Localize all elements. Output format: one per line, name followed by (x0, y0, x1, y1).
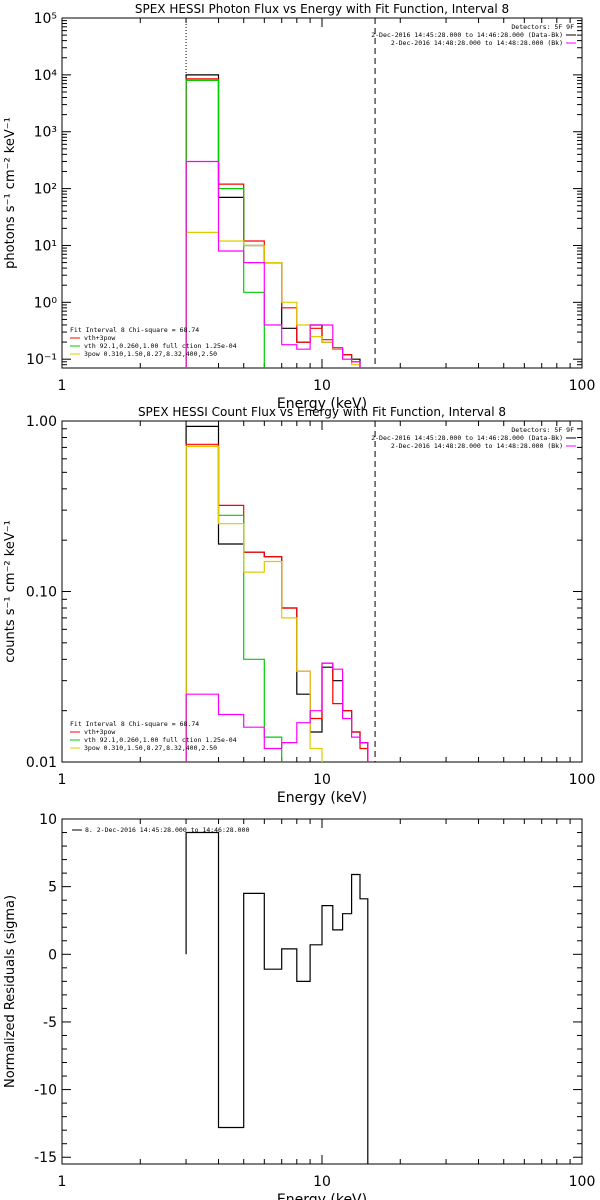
y-tick-label: 1.00 (26, 414, 57, 430)
y-tick-label: 10 (39, 812, 57, 828)
series-background (185, 662, 369, 762)
x-tick-label: 100 (569, 1174, 596, 1190)
x-axis-label: Energy (keV) (277, 396, 367, 412)
x-tick-label: 100 (569, 772, 596, 788)
fit-header: Fit Interval 8 Chi-square = 68.74 (70, 720, 199, 728)
x-tick-label: 100 (569, 378, 596, 394)
legend-entry: 8. 2-Dec-2016 14:45:28.000 to 14:46:28.0… (85, 826, 249, 834)
chart-title: SPEX HESSI Count Flux vs Energy with Fit… (138, 405, 506, 419)
x-tick-label: 10 (313, 1174, 331, 1190)
legend-entry: 2-Dec-2016 14:45:28.000 to 14:46:28.000 … (371, 434, 563, 442)
y-tick-label: 0 (48, 947, 57, 963)
fit-line: 3pow 0.310,1.50,8.27,8.32,400,2.50 (84, 744, 217, 752)
legend: Detectors: 5F 9F2-Dec-2016 14:45:28.000 … (371, 23, 576, 47)
series-background (185, 160, 361, 368)
series-thermal (185, 79, 265, 368)
legend-header: Detectors: 5F 9F (511, 23, 574, 31)
fit-header: Fit Interval 8 Chi-square = 68.74 (70, 326, 199, 334)
legend-header: Detectors: 5F 9F (511, 426, 574, 434)
y-tick-label: 10³ (34, 125, 57, 141)
panel-residual: Energy (keV) Normalized Residuals (sigma)… (3, 812, 595, 1200)
x-tick-label: 1 (58, 378, 67, 394)
y-tick-label: 10⁵ (34, 11, 57, 27)
x-axis-label: Energy (keV) (277, 790, 367, 806)
y-tick-label: 10⁰ (34, 295, 58, 311)
y-tick-label: -5 (43, 1015, 57, 1031)
fit-info: Fit Interval 8 Chi-square = 68.74vth+3po… (70, 720, 237, 752)
panel-count: SPEX HESSI Count Flux vs Energy with Fit… (3, 405, 595, 806)
y-tick-label: 10² (34, 182, 57, 198)
y-tick-label: -15 (34, 1150, 57, 1166)
legend: 8. 2-Dec-2016 14:45:28.000 to 14:46:28.0… (72, 826, 249, 834)
chart-title: SPEX HESSI Photon Flux vs Energy with Fi… (135, 2, 509, 16)
y-tick-label: 0.10 (26, 585, 57, 601)
legend-entry: 2-Dec-2016 14:48:28.000 to 14:48:28.000 … (391, 442, 563, 450)
series-data (185, 425, 369, 762)
legend: Detectors: 5F 9F2-Dec-2016 14:45:28.000 … (371, 426, 576, 450)
series-data (185, 74, 361, 368)
x-axis-label: Energy (keV) (277, 1192, 367, 1200)
x-tick-label: 10 (313, 772, 331, 788)
fit-line: vth 92.1,0.260,1.00 full ction 1.25e-04 (84, 342, 237, 350)
y-tick-label: 0.01 (26, 755, 57, 771)
series-total (185, 78, 361, 368)
fit-line: vth+3pow (84, 334, 115, 342)
y-axis-label: counts s⁻¹ cm⁻² keV⁻¹ (3, 520, 18, 663)
y-tick-label: 5 (48, 880, 57, 896)
legend-entry: 2-Dec-2016 14:48:28.000 to 14:48:28.000 … (391, 39, 563, 47)
x-tick-label: 1 (58, 772, 67, 788)
x-tick-label: 10 (313, 378, 331, 394)
series-total (185, 443, 369, 762)
series-data (185, 831, 369, 1164)
panel-photon: SPEX HESSI Photon Flux vs Energy with Fi… (3, 2, 595, 412)
fit-line: vth 92.1,0.260,1.00 full ction 1.25e-04 (84, 736, 237, 744)
y-tick-label: -10 (34, 1083, 57, 1099)
y-axis-label: Normalized Residuals (sigma) (3, 895, 18, 1088)
fit-line: vth+3pow (84, 728, 115, 736)
legend-entry: 2-Dec-2016 14:45:28.000 to 14:46:28.000 … (371, 31, 563, 39)
y-tick-label: 10¹ (34, 238, 57, 254)
y-axis-label: photons s⁻¹ cm⁻² keV⁻¹ (3, 117, 18, 269)
x-tick-label: 1 (58, 1174, 67, 1190)
plot-frame (61, 818, 583, 1165)
y-tick-label: 10⁴ (34, 68, 58, 84)
series-powerlaw (185, 445, 323, 762)
fit-info: Fit Interval 8 Chi-square = 68.74vth+3po… (70, 326, 237, 358)
plot-frame (61, 17, 583, 369)
y-tick-label: 10⁻¹ (26, 352, 57, 368)
fit-line: 3pow 0.310,1.50,8.27,8.32,400,2.50 (84, 350, 217, 358)
